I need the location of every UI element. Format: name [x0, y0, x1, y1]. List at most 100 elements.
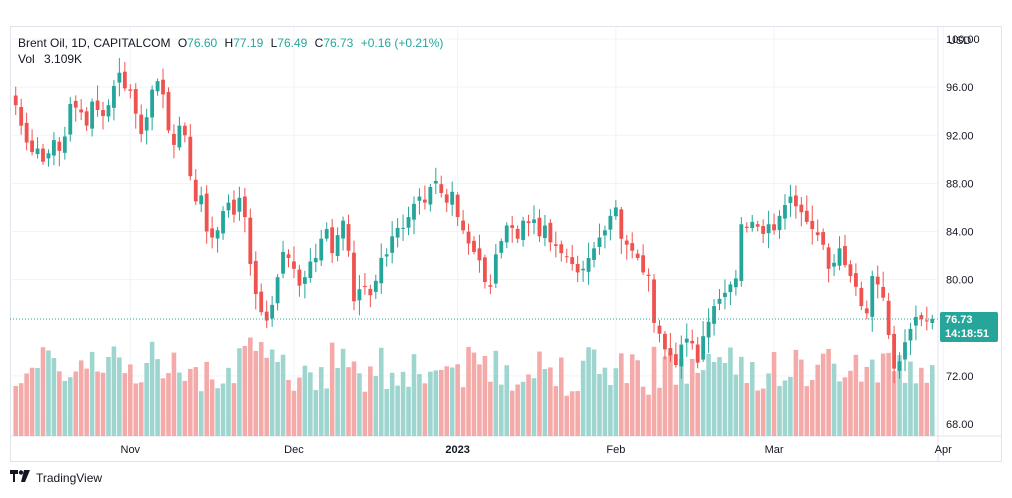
candle-body [477, 248, 482, 261]
volume-bar [395, 385, 400, 436]
legend-close-label: C [314, 36, 324, 50]
candle-body [106, 105, 111, 117]
candle-body [232, 199, 236, 215]
volume-bar [193, 367, 199, 436]
volume-bar [640, 386, 646, 436]
candle-body [646, 274, 651, 277]
candle-body [335, 235, 340, 257]
volume-bar [100, 372, 106, 436]
candle-body [504, 225, 509, 243]
candle-body [559, 244, 564, 254]
volume-bar [231, 383, 237, 436]
volume-bar [335, 368, 340, 436]
volume-bar [422, 383, 428, 436]
candle-body [204, 193, 209, 232]
volume-bar [711, 362, 717, 436]
candle-body [586, 257, 591, 272]
x-tick-label: Mar [765, 444, 784, 456]
candle-body [575, 264, 580, 273]
volume-bar [564, 395, 570, 436]
volume-bar [886, 352, 891, 436]
volume-bar [117, 357, 122, 436]
candle-body [592, 248, 596, 260]
volume-bar [308, 372, 313, 436]
volume-bar [46, 350, 51, 436]
candle-body [297, 269, 302, 286]
y-tick-label: 80.00 [946, 275, 974, 287]
candle-body [673, 354, 678, 366]
volume-bar [378, 347, 384, 436]
candle-body [324, 229, 329, 239]
candle-body [826, 247, 831, 269]
chart-frame [10, 26, 1002, 462]
candle-body [73, 100, 78, 108]
volume-bar [351, 361, 357, 436]
candle-body [652, 279, 656, 323]
volume-bar [417, 374, 422, 436]
volume-bar [542, 368, 548, 436]
candle-body [166, 91, 171, 131]
candle-body [799, 204, 804, 213]
candle-body [401, 227, 405, 229]
candle-body [788, 196, 793, 203]
candle-body [139, 114, 144, 135]
volume-bar [815, 364, 820, 436]
last-price-tag: 76.73 14:18:51 [940, 311, 998, 342]
candle-body [19, 107, 24, 126]
volume-bar [204, 361, 209, 436]
volume-bar [264, 357, 269, 436]
volume-bar [580, 360, 586, 436]
volume-bar [820, 353, 826, 436]
legend-open-value: 76.60 [187, 36, 218, 50]
candle-body [772, 224, 776, 231]
volume-bar [782, 380, 788, 436]
candle-body [144, 117, 149, 131]
volume-bar [744, 382, 750, 436]
candle-body [352, 252, 356, 302]
volume-bar [842, 377, 848, 436]
volume-bar [237, 348, 242, 436]
candle-body [581, 268, 586, 271]
candle-body [521, 220, 526, 240]
volume-bar [749, 362, 755, 436]
volume-bar [569, 391, 575, 436]
volume-bar [346, 367, 351, 436]
candle-body [499, 241, 504, 253]
legend-high-value: 77.19 [233, 36, 264, 50]
volume-bar [657, 387, 662, 436]
candle-body [663, 333, 667, 350]
volume-bar [389, 372, 395, 436]
volume-bar [624, 383, 630, 436]
candle-body [641, 255, 646, 273]
candle-body [112, 85, 116, 108]
volume-bar [766, 373, 771, 436]
candle-body [210, 228, 215, 238]
candle-body [406, 217, 411, 228]
volume-bar [662, 356, 668, 436]
volume-bar [515, 384, 520, 436]
candle-body [624, 240, 629, 245]
volume-bar [400, 371, 406, 436]
volume-value: 3.109K [44, 52, 83, 66]
volume-bar [777, 385, 782, 436]
candle-body [319, 238, 324, 261]
candle-body [237, 197, 242, 212]
candle-body [537, 217, 542, 237]
candle-body [793, 195, 798, 207]
volume-bar [531, 378, 537, 436]
candle-body [461, 220, 465, 231]
volume-bar [368, 366, 373, 436]
candle-body [281, 251, 285, 274]
volume-bar [171, 352, 177, 436]
candle-body [543, 225, 547, 239]
volume-bar [799, 359, 804, 436]
candle-body [52, 140, 56, 156]
footer-branding[interactable]: TradingView [10, 470, 102, 485]
candle-body [362, 286, 367, 288]
volume-bar [411, 354, 417, 436]
volume-bar [897, 355, 902, 436]
volume-bar [929, 365, 935, 436]
volume-bar [149, 341, 155, 436]
candle-body [95, 100, 100, 111]
